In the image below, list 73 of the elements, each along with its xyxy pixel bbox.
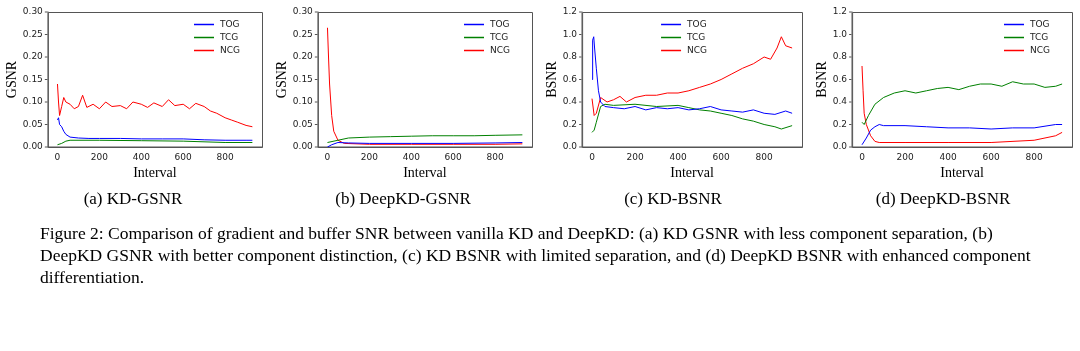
y-tick-label: 0.25 bbox=[292, 28, 313, 39]
text: (a) KD-GSNR bbox=[83, 189, 183, 209]
caption: Figure 2: Comparison of gradient and buffer SNR between vanilla KD and DeepKD: (a) KD GSNR with less component separation, (b) DeepKD GSNR with better component distinction, (c) KD BSNR with limited separation, and (d) DeepKD BSNR with enhanced component differentiation. bbox=[40, 222, 1032, 288]
x-tick-label: 200 bbox=[360, 151, 379, 162]
y-tick-label: 0.6 bbox=[832, 73, 848, 84]
y-axis-title: BSNR bbox=[814, 60, 830, 98]
y-tick-label: 0.15 bbox=[22, 73, 43, 84]
legend-label: TOG bbox=[686, 18, 707, 29]
legend-label: TCG bbox=[686, 31, 706, 42]
y-tick-label: 0.6 bbox=[562, 73, 578, 84]
x-tick-label: 600 bbox=[712, 151, 730, 162]
y-tick-label: 0.00 bbox=[22, 141, 44, 152]
legend-label: NCG bbox=[220, 44, 241, 55]
y-tick-label: 0.30 bbox=[22, 6, 44, 17]
x-tick-label: 0 bbox=[54, 151, 61, 162]
y-tick-label: 0.25 bbox=[22, 28, 43, 39]
x-tick-label: 600 bbox=[174, 151, 193, 162]
y-tick-label: 1.2 bbox=[832, 6, 848, 17]
x-tick-label: 200 bbox=[896, 151, 914, 162]
x-tick-label: 200 bbox=[626, 151, 644, 162]
text: (d) DeepKD-BSNR bbox=[875, 189, 1011, 209]
legend-label: TOG bbox=[489, 18, 510, 29]
x-tick-label: 400 bbox=[132, 151, 151, 162]
legend-label: TOG bbox=[1029, 18, 1050, 29]
x-tick-label: 0 bbox=[589, 151, 596, 162]
y-tick-label: 0.30 bbox=[292, 6, 314, 17]
y-tick-label: 0.10 bbox=[292, 96, 314, 107]
y-tick-label: 0.20 bbox=[292, 51, 314, 62]
x-tick-label: 0 bbox=[859, 151, 866, 162]
legend-label: TCG bbox=[219, 31, 239, 42]
y-tick-label: 0.8 bbox=[832, 51, 848, 62]
legend-label: TOG bbox=[219, 18, 240, 29]
legend-label: NCG bbox=[1030, 44, 1051, 55]
x-axis-title: Interval bbox=[670, 164, 714, 180]
y-tick-label: 0.05 bbox=[292, 118, 313, 129]
y-tick-label: 0.00 bbox=[292, 141, 314, 152]
legend-label: TCG bbox=[489, 31, 509, 42]
x-tick-label: 200 bbox=[90, 151, 109, 162]
y-axis-title: GSNR bbox=[274, 60, 290, 99]
x-tick-label: 800 bbox=[755, 151, 773, 162]
x-tick-label: 0 bbox=[324, 151, 331, 162]
text: (b) DeepKD-GSNR bbox=[335, 189, 472, 209]
x-axis-title: Interval bbox=[403, 164, 447, 180]
y-tick-label: 0.0 bbox=[832, 141, 848, 152]
y-tick-label: 0.4 bbox=[832, 96, 848, 107]
y-axis-title: GSNR bbox=[4, 60, 20, 99]
legend-label: TCG bbox=[1029, 31, 1049, 42]
y-tick-label: 0.10 bbox=[22, 96, 44, 107]
legend-label: NCG bbox=[490, 44, 511, 55]
x-axis-title: Interval bbox=[133, 164, 177, 180]
x-tick-label: 800 bbox=[486, 151, 504, 162]
y-axis-title: BSNR bbox=[544, 60, 560, 98]
x-tick-label: 400 bbox=[669, 151, 687, 162]
y-tick-label: 1.0 bbox=[832, 28, 848, 39]
y-tick-label: 0.0 bbox=[562, 141, 578, 152]
y-tick-label: 1.2 bbox=[562, 6, 578, 17]
legend-label: NCG bbox=[687, 44, 708, 55]
x-tick-label: 800 bbox=[1025, 151, 1043, 162]
y-tick-label: 0.05 bbox=[22, 118, 43, 129]
y-tick-label: 1.0 bbox=[562, 28, 578, 39]
y-tick-label: 0.15 bbox=[292, 73, 313, 84]
y-tick-label: 0.20 bbox=[22, 51, 44, 62]
x-tick-label: 400 bbox=[402, 151, 421, 162]
y-tick-label: 0.2 bbox=[832, 118, 848, 129]
x-axis-title: Interval bbox=[940, 164, 984, 180]
y-tick-label: 0.2 bbox=[562, 118, 578, 129]
x-tick-label: 400 bbox=[939, 151, 957, 162]
text: (c) KD-BSNR bbox=[624, 189, 723, 209]
y-tick-label: 0.4 bbox=[562, 96, 578, 107]
x-tick-label: 800 bbox=[216, 151, 234, 162]
x-tick-label: 600 bbox=[982, 151, 1000, 162]
x-tick-label: 600 bbox=[444, 151, 463, 162]
y-tick-label: 0.8 bbox=[562, 51, 578, 62]
